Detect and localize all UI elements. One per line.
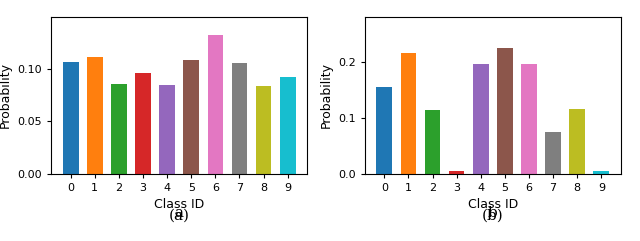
Y-axis label: Probability: Probability xyxy=(319,62,332,128)
Bar xyxy=(401,53,416,174)
Bar xyxy=(593,171,609,174)
Bar xyxy=(376,87,392,174)
Bar xyxy=(425,110,440,174)
Text: (b): (b) xyxy=(482,208,504,222)
Bar xyxy=(87,57,102,174)
Bar xyxy=(473,64,488,174)
Text: a: a xyxy=(175,206,184,220)
Bar xyxy=(207,35,223,174)
Bar xyxy=(545,132,561,174)
Text: (a): (a) xyxy=(169,208,189,222)
Text: b: b xyxy=(488,206,498,220)
X-axis label: Class ID: Class ID xyxy=(154,198,204,211)
Bar xyxy=(232,63,247,174)
Bar xyxy=(159,85,175,174)
Bar xyxy=(184,60,199,174)
Bar xyxy=(63,62,79,174)
Bar xyxy=(280,77,296,174)
Bar xyxy=(449,171,465,174)
X-axis label: Class ID: Class ID xyxy=(468,198,518,211)
Bar xyxy=(111,84,127,174)
Bar xyxy=(135,73,151,174)
Bar xyxy=(570,109,585,174)
Y-axis label: Probability: Probability xyxy=(0,62,12,128)
Bar xyxy=(521,64,537,174)
Bar xyxy=(497,48,513,174)
Bar xyxy=(256,86,271,174)
